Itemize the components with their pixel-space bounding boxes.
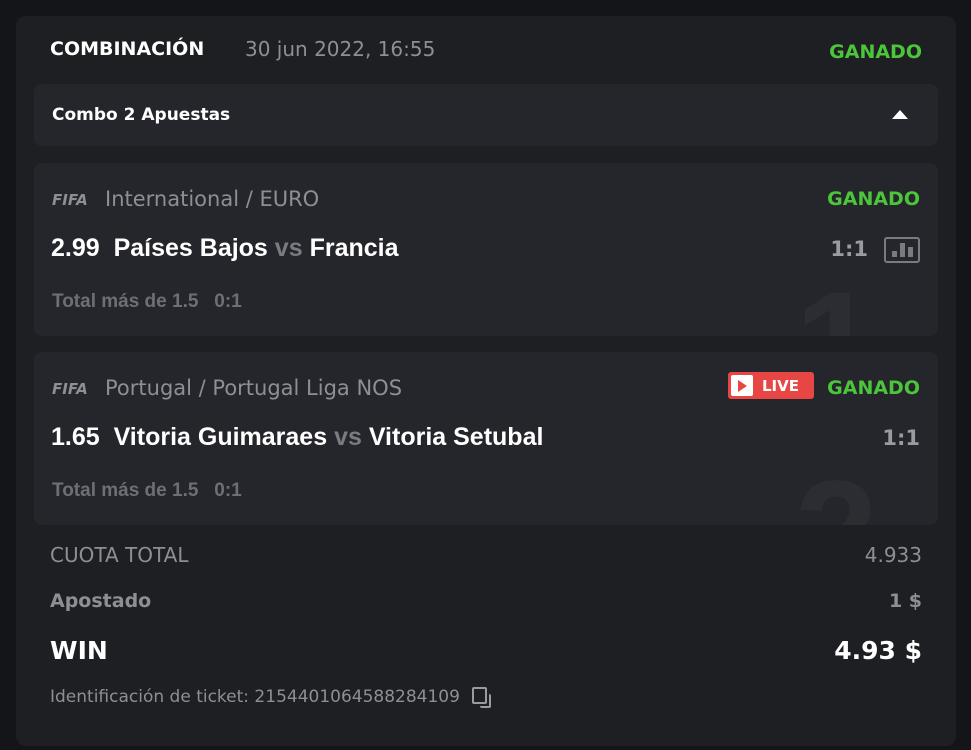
away-team: Francia xyxy=(309,234,399,262)
caret-up-icon[interactable] xyxy=(892,110,908,119)
live-label: LIVE xyxy=(762,376,799,395)
win-label: WIN xyxy=(50,636,108,665)
league: International / EURO xyxy=(105,187,320,211)
total-odds-label: CUOTA TOTAL xyxy=(50,543,189,567)
match: 2.99 Países Bajos vs Francia xyxy=(51,234,399,263)
combo-toggle[interactable]: Combo 2 Apuestas xyxy=(34,84,938,146)
total-odds-row: CUOTA TOTAL 4.933 xyxy=(50,543,922,567)
combo-label: Combo 2 Apuestas xyxy=(52,105,231,125)
bet-index: 1 xyxy=(795,269,878,336)
market-name: Total más de 1.5 xyxy=(52,291,199,312)
vs: vs xyxy=(334,423,362,451)
bet-status: GANADO xyxy=(827,188,920,210)
stake-label: Apostado xyxy=(50,590,152,612)
match: 1.65 Vitoria Guimaraes vs Vitoria Setuba… xyxy=(51,423,543,452)
stats-icon[interactable] xyxy=(884,237,920,263)
stake-value: 1 $ xyxy=(888,590,922,612)
copy-icon[interactable] xyxy=(471,687,492,708)
odds: 2.99 xyxy=(51,234,100,262)
market: Total más de 1.5 0:1 xyxy=(52,480,242,502)
fifa-logo-icon: FIFA xyxy=(52,380,88,398)
bet-item: 1 FIFA International / EURO GANADO 2.99 … xyxy=(34,163,938,336)
away-team: Vitoria Setubal xyxy=(368,423,544,451)
home-team: Vitoria Guimaraes xyxy=(113,423,328,451)
stake-row: Apostado 1 $ xyxy=(50,590,922,612)
bet-index: 2 xyxy=(795,458,878,525)
win-value: 4.93 $ xyxy=(834,636,922,665)
market-name: Total más de 1.5 xyxy=(52,480,199,501)
market-pick: 0:1 xyxy=(214,291,242,312)
ticket-id-text: Identificación de ticket: 21544010645882… xyxy=(50,687,460,707)
market: Total más de 1.5 0:1 xyxy=(52,291,242,313)
bet-date: 30 jun 2022, 16:55 xyxy=(245,37,436,61)
market-pick: 0:1 xyxy=(214,480,242,501)
win-row: WIN 4.93 $ xyxy=(50,636,922,665)
score: 1:1 xyxy=(830,237,868,261)
bet-status: GANADO xyxy=(827,377,920,399)
ticket-id: Identificación de ticket: 21544010645882… xyxy=(50,687,492,708)
bet-ticket-card: COMBINACIÓN 30 jun 2022, 16:55 GANADO Co… xyxy=(16,16,956,746)
home-team: Países Bajos xyxy=(113,234,268,262)
vs: vs xyxy=(274,234,303,262)
bet-type-title: COMBINACIÓN xyxy=(50,38,205,60)
odds: 1.65 xyxy=(51,423,100,451)
fifa-logo-icon: FIFA xyxy=(52,191,88,209)
total-odds-value: 4.933 xyxy=(864,543,922,567)
score: 1:1 xyxy=(882,426,920,450)
bet-item: 2 FIFA Portugal / Portugal Liga NOS LIVE… xyxy=(34,352,938,525)
league: Portugal / Portugal Liga NOS xyxy=(105,376,403,400)
live-badge: LIVE xyxy=(728,372,814,399)
ticket-status: GANADO xyxy=(829,41,922,63)
play-icon xyxy=(731,375,753,396)
